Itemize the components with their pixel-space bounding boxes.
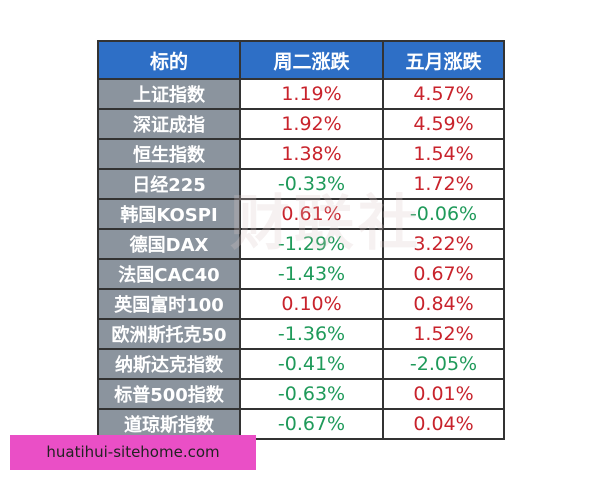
table-row: 德国DAX -1.29% 3.22% (97, 228, 505, 260)
may-change: 1.54% (382, 138, 505, 170)
table-row: 标普500指数 -0.63% 0.01% (97, 378, 505, 410)
table-row: 道琼斯指数 -0.67% 0.04% (97, 408, 505, 440)
market-table: 标的 周二涨跌 五月涨跌 上证指数 1.19% 4.57% 深证成指 1.92% 4.59… (97, 40, 505, 440)
may-change: 1.72% (382, 168, 505, 200)
table-row: 上证指数 1.19% 4.57% (97, 78, 505, 110)
tuesday-change: -1.29% (239, 228, 384, 260)
table-row: 欧洲斯托克50 -1.36% 1.52% (97, 318, 505, 350)
index-name: 日经225 (97, 168, 241, 200)
tuesday-change: -0.67% (239, 408, 384, 440)
header-target: 标的 (97, 40, 241, 80)
tuesday-change: 1.38% (239, 138, 384, 170)
may-change: -0.06% (382, 198, 505, 230)
tuesday-change: 1.92% (239, 108, 384, 140)
may-change: 0.84% (382, 288, 505, 320)
index-name: 深证成指 (97, 108, 241, 140)
table-row: 纳斯达克指数 -0.41% -2.05% (97, 348, 505, 380)
header-may-change: 五月涨跌 (382, 40, 505, 80)
table-row: 日经225 -0.33% 1.72% (97, 168, 505, 200)
header-tuesday-change: 周二涨跌 (239, 40, 384, 80)
tuesday-change: -0.33% (239, 168, 384, 200)
index-name: 上证指数 (97, 78, 241, 110)
may-change: 4.59% (382, 108, 505, 140)
index-name: 标普500指数 (97, 378, 241, 410)
index-name: 欧洲斯托克50 (97, 318, 241, 350)
may-change: 0.01% (382, 378, 505, 410)
index-name: 道琼斯指数 (97, 408, 241, 440)
may-change: 0.04% (382, 408, 505, 440)
may-change: 0.67% (382, 258, 505, 290)
index-name: 韩国KOSPI (97, 198, 241, 230)
index-name: 德国DAX (97, 228, 241, 260)
index-name: 纳斯达克指数 (97, 348, 241, 380)
may-change: -2.05% (382, 348, 505, 380)
tuesday-change: -1.43% (239, 258, 384, 290)
table-row: 韩国KOSPI 0.61% -0.06% (97, 198, 505, 230)
site-banner[interactable]: huatihui-sitehome.com (10, 435, 256, 470)
header-row: 标的 周二涨跌 五月涨跌 (97, 40, 505, 80)
tuesday-change: -0.63% (239, 378, 384, 410)
table-row: 恒生指数 1.38% 1.54% (97, 138, 505, 170)
tuesday-change: 1.19% (239, 78, 384, 110)
index-name: 法国CAC40 (97, 258, 241, 290)
tuesday-change: -0.41% (239, 348, 384, 380)
index-name: 恒生指数 (97, 138, 241, 170)
table-row: 英国富时100 0.10% 0.84% (97, 288, 505, 320)
may-change: 1.52% (382, 318, 505, 350)
index-name: 英国富时100 (97, 288, 241, 320)
may-change: 4.57% (382, 78, 505, 110)
table-row: 深证成指 1.92% 4.59% (97, 108, 505, 140)
tuesday-change: -1.36% (239, 318, 384, 350)
may-change: 3.22% (382, 228, 505, 260)
table-row: 法国CAC40 -1.43% 0.67% (97, 258, 505, 290)
tuesday-change: 0.10% (239, 288, 384, 320)
tuesday-change: 0.61% (239, 198, 384, 230)
